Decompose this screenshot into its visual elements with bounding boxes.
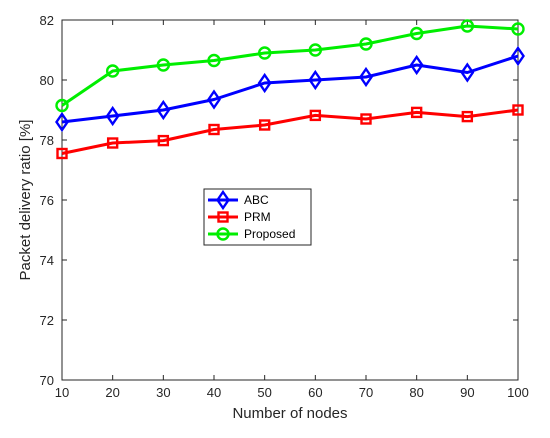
- legend-label: Proposed: [244, 227, 295, 241]
- data-point: [460, 19, 475, 33]
- data-point: [105, 105, 120, 127]
- data-point: [208, 123, 220, 136]
- x-tick-label: 40: [207, 385, 221, 400]
- series-proposed: [55, 19, 525, 113]
- data-point: [258, 119, 271, 131]
- y-axis: 70 72 74 76 78 80 82: [40, 13, 518, 388]
- series-line: [61, 24, 519, 107]
- data-point: [207, 89, 221, 110]
- data-point: [512, 104, 524, 116]
- legend-entry: Proposed: [208, 227, 295, 241]
- x-tick-label: 20: [105, 385, 119, 400]
- series-abc: [55, 45, 525, 133]
- data-point: [55, 111, 69, 133]
- series-layer: [55, 19, 525, 160]
- data-point: [409, 54, 424, 76]
- x-tick-label: 50: [257, 385, 271, 400]
- y-tick-label: 82: [40, 13, 54, 28]
- x-tick-label: 70: [359, 385, 373, 400]
- data-point: [157, 134, 170, 147]
- y-tick-label: 72: [40, 313, 54, 328]
- legend-label: ABC: [244, 193, 269, 207]
- y-tick-label: 74: [40, 253, 54, 268]
- x-tick-label: 60: [308, 385, 322, 400]
- legend-entry: PRM: [208, 210, 271, 224]
- legend-label: PRM: [244, 210, 271, 224]
- series-line: [61, 108, 519, 155]
- series-line: [61, 54, 519, 124]
- legend-marker: [216, 227, 230, 241]
- data-point: [308, 43, 323, 57]
- data-point: [359, 66, 373, 88]
- legend-marker: [217, 211, 229, 223]
- data-point: [156, 99, 171, 121]
- x-axis-label: Number of nodes: [232, 405, 347, 422]
- data-point: [105, 64, 120, 78]
- y-tick-label: 76: [40, 193, 54, 208]
- series-prm: [56, 104, 524, 160]
- x-tick-label: 100: [507, 385, 529, 400]
- data-point: [309, 109, 322, 122]
- data-point: [257, 72, 272, 94]
- data-point: [461, 110, 474, 123]
- y-tick-label: 70: [40, 373, 54, 388]
- legend-entry: ABC: [208, 189, 269, 211]
- x-tick-label: 90: [460, 385, 474, 400]
- data-point: [359, 37, 373, 51]
- legend: ABC PRM Proposed: [203, 188, 312, 246]
- data-point: [511, 22, 525, 36]
- data-point: [56, 147, 68, 160]
- data-point: [207, 53, 221, 68]
- legend-marker: [216, 189, 230, 211]
- data-point: [55, 98, 69, 113]
- data-point: [511, 45, 525, 67]
- x-tick-label: 10: [55, 385, 69, 400]
- data-point: [460, 62, 475, 83]
- data-point: [156, 58, 171, 72]
- data-point: [410, 106, 423, 119]
- x-tick-label: 30: [156, 385, 170, 400]
- data-point: [257, 46, 272, 60]
- data-point: [106, 137, 119, 149]
- y-tick-label: 80: [40, 73, 54, 88]
- x-axis: 10 20 30 40 50 60 70 80 90 100: [55, 20, 529, 400]
- data-point: [409, 26, 424, 41]
- y-tick-label: 78: [40, 133, 54, 148]
- y-axis-label: Packet delivery ratio [%]: [17, 120, 34, 281]
- x-tick-label: 80: [409, 385, 423, 400]
- data-point: [360, 113, 372, 125]
- data-point: [308, 69, 323, 91]
